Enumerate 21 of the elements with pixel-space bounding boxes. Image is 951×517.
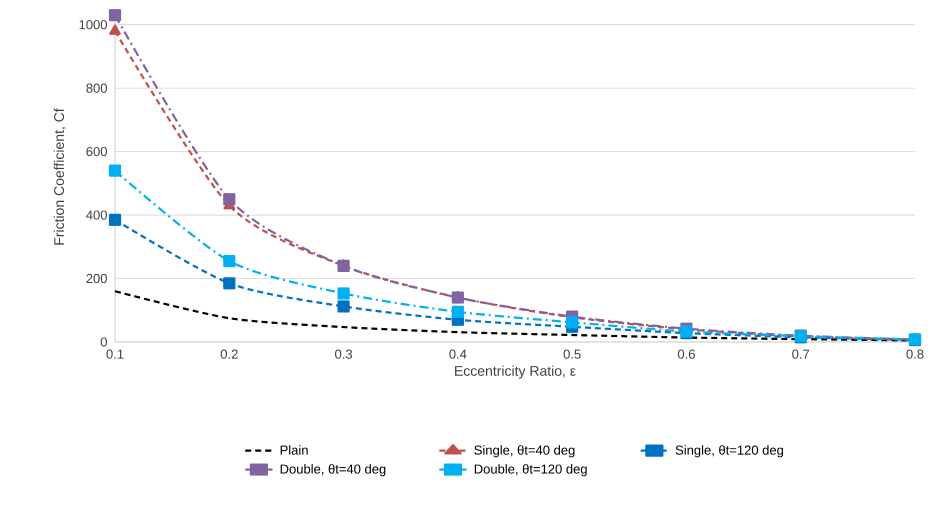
y-axis-title: Friction Coefficient, Cf [54, 108, 66, 245]
legend-label: Single, θt=120 deg [676, 445, 784, 458]
x-tick-label: 0.2 [220, 350, 238, 359]
legend-label: Double, θt=120 deg [474, 464, 587, 476]
x-tick-label: 0.6 [678, 350, 695, 359]
legend-label: Double, θt=40 deg [280, 464, 386, 476]
x-tick-label: 0.1 [106, 350, 124, 359]
legend-label: Single, θt=40 deg [474, 445, 574, 458]
y-tick-label: 0 [100, 337, 107, 347]
x-tick-label: 0.5 [564, 350, 581, 359]
legend-label: Plain [280, 445, 308, 455]
y-tick-label: 200 [86, 274, 107, 284]
y-tick-label: 800 [86, 84, 107, 93]
x-tick-label: 0.4 [449, 350, 467, 359]
x-tick-label: 0.8 [906, 350, 924, 359]
y-tick-label: 400 [86, 210, 107, 220]
x-tick-label: 0.3 [335, 350, 352, 359]
x-tick-label: 0.7 [792, 350, 810, 359]
y-tick-label: 600 [86, 147, 107, 156]
x-axis-title: Eccentricity Ratio, ε [455, 366, 576, 379]
y-tick-label: 1000 [80, 20, 107, 30]
